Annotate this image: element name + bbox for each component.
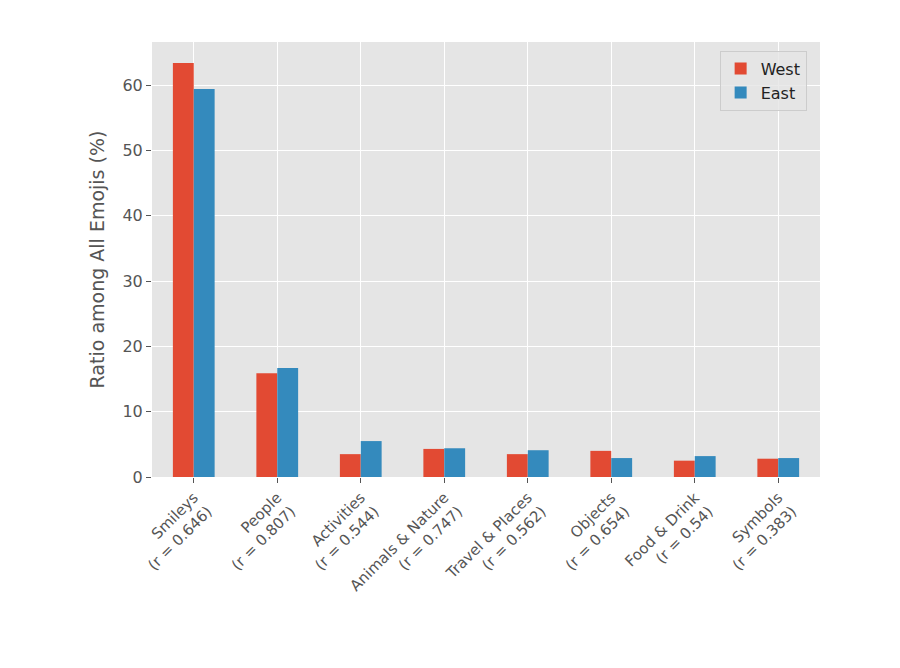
- svg-text:30: 30: [122, 272, 142, 291]
- svg-text:West: West: [761, 60, 800, 79]
- svg-text:Smileys(r = 0.646): Smileys(r = 0.646): [131, 489, 216, 574]
- svg-text:20: 20: [122, 337, 142, 356]
- svg-text:0: 0: [133, 468, 143, 487]
- svg-text:60: 60: [122, 76, 142, 95]
- svg-text:East: East: [761, 84, 796, 103]
- svg-text:Food & Drink(r = 0.54): Food & Drink(r = 0.54): [621, 489, 717, 585]
- svg-text:Animals & Nature(r = 0.747): Animals & Nature(r = 0.747): [346, 489, 466, 609]
- svg-text:Ratio among All Emojis (%): Ratio among All Emojis (%): [86, 131, 108, 389]
- svg-text:Symbols(r = 0.383): Symbols(r = 0.383): [715, 489, 800, 574]
- svg-text:Travel & Places(r = 0.562): Travel & Places(r = 0.562): [442, 489, 550, 597]
- svg-text:Activities(r = 0.544): Activities(r = 0.544): [298, 489, 383, 574]
- svg-text:40: 40: [122, 206, 142, 225]
- svg-text:Objects(r = 0.654): Objects(r = 0.654): [548, 489, 633, 574]
- svg-text:10: 10: [122, 402, 142, 421]
- svg-text:50: 50: [122, 141, 142, 160]
- svg-text:People(r = 0.807): People(r = 0.807): [214, 489, 299, 574]
